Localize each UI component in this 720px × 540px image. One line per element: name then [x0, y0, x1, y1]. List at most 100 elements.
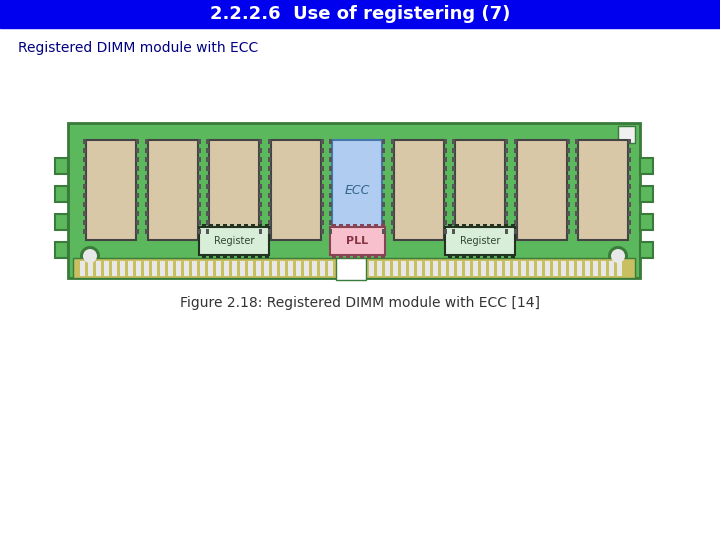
Bar: [197, 229, 200, 234]
Bar: [268, 139, 271, 144]
Bar: [136, 220, 139, 225]
Bar: [618, 126, 635, 143]
Bar: [457, 261, 462, 276]
Bar: [445, 227, 515, 255]
Bar: [259, 184, 262, 189]
Bar: [444, 157, 446, 162]
Bar: [330, 227, 384, 255]
Bar: [199, 227, 269, 255]
Text: 2.2.2.6  Use of registering (7): 2.2.2.6 Use of registering (7): [210, 5, 510, 23]
Bar: [628, 202, 631, 207]
Bar: [382, 166, 385, 171]
Bar: [200, 261, 205, 276]
Bar: [628, 166, 631, 171]
Bar: [575, 211, 578, 216]
Bar: [339, 255, 343, 258]
Bar: [329, 166, 332, 171]
Bar: [237, 224, 241, 227]
Bar: [320, 175, 323, 180]
Bar: [513, 139, 516, 144]
Bar: [329, 175, 332, 180]
Bar: [55, 214, 68, 230]
Bar: [382, 184, 385, 189]
Bar: [575, 229, 578, 234]
Circle shape: [80, 246, 100, 266]
Bar: [497, 224, 501, 227]
Bar: [259, 166, 262, 171]
Bar: [288, 261, 293, 276]
Bar: [206, 166, 209, 171]
Bar: [497, 255, 501, 258]
Bar: [390, 193, 394, 198]
Bar: [268, 220, 271, 225]
Bar: [513, 175, 516, 180]
Bar: [184, 261, 189, 276]
Bar: [575, 148, 578, 153]
Bar: [160, 261, 165, 276]
Bar: [448, 224, 452, 227]
Bar: [68, 123, 640, 278]
Bar: [585, 261, 590, 276]
Bar: [237, 255, 241, 258]
Bar: [567, 148, 570, 153]
Bar: [628, 148, 631, 153]
Bar: [83, 157, 86, 162]
Bar: [320, 220, 323, 225]
Bar: [136, 139, 139, 144]
Bar: [455, 224, 459, 227]
Bar: [55, 242, 68, 258]
Circle shape: [611, 249, 625, 263]
Bar: [268, 157, 271, 162]
Bar: [83, 139, 86, 144]
Bar: [145, 193, 148, 198]
Bar: [505, 193, 508, 198]
Bar: [259, 193, 262, 198]
Bar: [320, 261, 325, 276]
Bar: [209, 255, 213, 258]
Bar: [505, 261, 510, 276]
Bar: [145, 184, 148, 189]
Bar: [537, 261, 542, 276]
Bar: [258, 255, 262, 258]
Bar: [513, 202, 516, 207]
Bar: [444, 148, 446, 153]
Bar: [202, 255, 206, 258]
Bar: [197, 211, 200, 216]
Bar: [216, 224, 220, 227]
Bar: [336, 258, 366, 280]
Circle shape: [608, 246, 628, 266]
Bar: [448, 255, 452, 258]
Bar: [577, 261, 582, 276]
Bar: [511, 224, 515, 227]
Bar: [511, 255, 515, 258]
Bar: [230, 224, 234, 227]
Bar: [455, 140, 505, 240]
Bar: [390, 175, 394, 180]
Bar: [390, 211, 394, 216]
Bar: [505, 220, 508, 225]
Bar: [296, 261, 301, 276]
Bar: [145, 175, 148, 180]
Bar: [628, 193, 631, 198]
Bar: [401, 261, 406, 276]
Bar: [88, 261, 93, 276]
Bar: [329, 211, 332, 216]
Bar: [567, 184, 570, 189]
Bar: [390, 157, 394, 162]
Bar: [197, 157, 200, 162]
Bar: [312, 261, 317, 276]
Bar: [251, 224, 255, 227]
Bar: [206, 148, 209, 153]
Bar: [369, 261, 374, 276]
Bar: [513, 229, 516, 234]
Bar: [444, 175, 446, 180]
Bar: [83, 229, 86, 234]
Bar: [490, 224, 494, 227]
Bar: [83, 148, 86, 153]
Bar: [268, 202, 271, 207]
Bar: [425, 261, 430, 276]
Bar: [209, 224, 213, 227]
Bar: [145, 157, 148, 162]
Bar: [390, 229, 394, 234]
Bar: [353, 255, 357, 258]
